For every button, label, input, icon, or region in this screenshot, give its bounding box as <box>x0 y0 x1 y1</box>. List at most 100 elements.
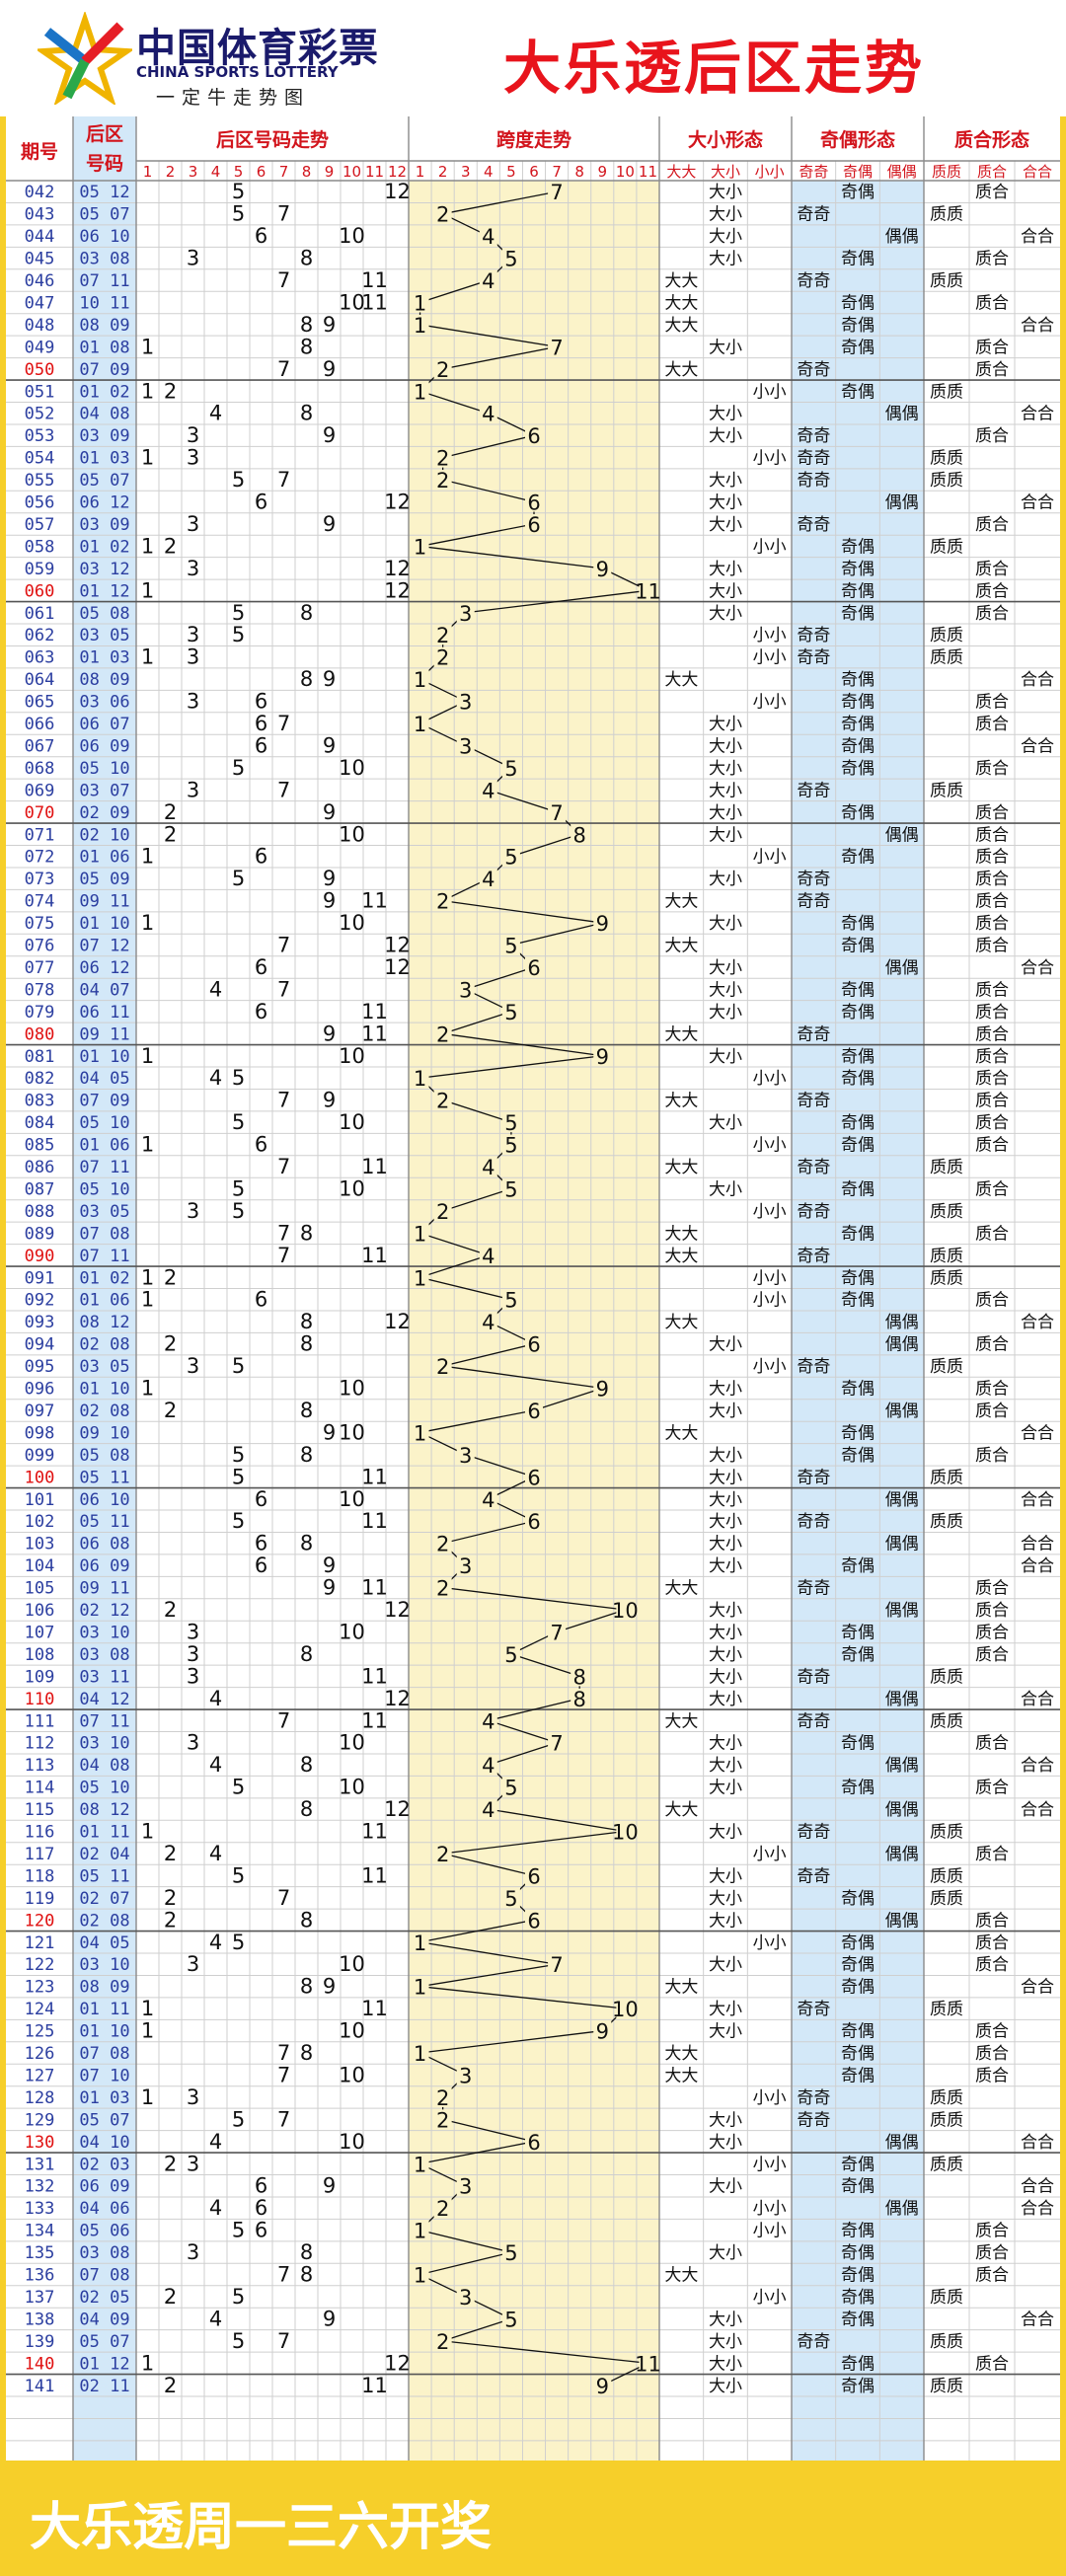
back-numbers-cell: 05 10 <box>79 1779 129 1798</box>
back-numbers-cell: 06 12 <box>79 493 129 513</box>
back-numbers-cell: 01 02 <box>79 382 129 402</box>
span-value: 5 <box>504 1643 517 1667</box>
size-mark: 大小 <box>709 1535 742 1554</box>
back-numbers-cell: 06 10 <box>79 1490 129 1510</box>
size-mark: 大小 <box>709 493 742 513</box>
back-ball: 6 <box>255 1553 267 1577</box>
period-cell: 068 <box>25 759 55 779</box>
size-mark: 大大 <box>664 1158 698 1177</box>
back-ball: 3 <box>187 1952 199 1976</box>
size-mark: 大小 <box>709 1623 742 1642</box>
back-numbers-cell: 06 10 <box>79 227 129 247</box>
back-ball: 3 <box>187 1664 199 1688</box>
back-ball: 12 <box>384 557 411 580</box>
span-label-bg <box>433 2109 452 2130</box>
span-col-label: 5 <box>506 163 516 181</box>
span-col-label: 11 <box>639 163 657 181</box>
back-ball: 12 <box>384 955 411 979</box>
prime-mark: 质合 <box>975 848 1009 868</box>
back-numbers-cell: 09 11 <box>79 1579 129 1599</box>
span-label-bg <box>525 425 543 446</box>
page-title: 大乐透后区走势 <box>503 35 926 102</box>
span-value: 5 <box>504 1887 517 1911</box>
prime-mark: 质合 <box>975 1179 1009 1199</box>
span-label-bg <box>548 182 567 202</box>
span-col-label: 10 <box>616 163 635 181</box>
back-ball: 6 <box>255 2174 267 2198</box>
period-cell: 116 <box>25 1823 55 1843</box>
prime-mark: 合合 <box>1021 493 1054 513</box>
parity-mark: 奇奇 <box>797 2088 830 2108</box>
prime-mark: 合合 <box>1021 736 1054 756</box>
period-cell: 061 <box>25 604 55 624</box>
span-value: 4 <box>482 1156 495 1179</box>
size-mark: 小小 <box>753 1136 787 1156</box>
back-numbers-cell: 06 12 <box>79 958 129 978</box>
back-ball: 1 <box>141 578 154 602</box>
back-numbers-cell: 01 03 <box>79 449 129 469</box>
parity-mark: 奇偶 <box>841 1933 875 1953</box>
back-ball: 8 <box>300 2240 313 2264</box>
back-numbers-cell: 05 08 <box>79 1446 129 1466</box>
prime-mark: 质合 <box>975 1402 1009 1421</box>
prime-mark: 合合 <box>1021 2133 1054 2153</box>
span-label-bg <box>433 1200 452 1221</box>
back-ball: 9 <box>323 2174 336 2198</box>
back-ball: 6 <box>255 733 267 757</box>
span-label-bg <box>639 580 657 601</box>
period-cell: 078 <box>25 980 55 1000</box>
prime-mark: 合合 <box>1021 405 1054 424</box>
parity-mark: 奇偶 <box>841 316 875 336</box>
parity-mark: 偶偶 <box>885 2133 919 2153</box>
back-ball: 8 <box>300 1532 313 1555</box>
back-ball: 7 <box>277 977 290 1001</box>
period-cell: 097 <box>25 1402 55 1421</box>
span-label-bg <box>411 1976 429 1997</box>
parity-mark: 偶偶 <box>885 1313 919 1332</box>
parity-mark: 奇偶 <box>841 759 875 779</box>
prime-mark: 质合 <box>975 1645 1009 1665</box>
size-mark: 大小 <box>709 183 742 202</box>
parity-mark: 奇奇 <box>797 271 830 291</box>
period-cell: 133 <box>25 2199 55 2219</box>
back-ball: 1 <box>141 1044 154 1068</box>
span-col-label: 3 <box>461 163 471 181</box>
size-mark: 大小 <box>709 803 742 823</box>
prime-mark: 质合 <box>975 426 1009 446</box>
back-numbers-cell: 03 05 <box>79 1357 129 1377</box>
prime-col-label: 质合 <box>977 163 1007 181</box>
span-label-bg <box>411 536 429 557</box>
back-ball: 4 <box>209 402 222 425</box>
back-numbers-cell: 07 10 <box>79 2066 129 2085</box>
back-col-label: 9 <box>325 163 335 181</box>
back-numbers-cell: 05 11 <box>79 1866 129 1886</box>
size-mark: 小小 <box>753 1291 787 1311</box>
period-cell: 107 <box>25 1623 55 1642</box>
back-numbers-cell: 06 11 <box>79 1003 129 1023</box>
prime-mark: 质合 <box>975 1113 1009 1133</box>
parity-mark: 奇偶 <box>841 1268 875 1288</box>
back-numbers-cell: 02 03 <box>79 2155 129 2174</box>
back-ball: 12 <box>384 2351 411 2375</box>
back-numbers-cell: 08 12 <box>79 1313 129 1332</box>
prime-mark: 质质 <box>930 1889 963 1909</box>
back-ball: 9 <box>323 1553 336 1577</box>
back-numbers-cell: 06 09 <box>79 736 129 756</box>
back-ball: 4 <box>209 2130 222 2154</box>
back-ball: 8 <box>300 1753 313 1777</box>
back-ball: 8 <box>300 2041 313 2065</box>
span-label-bg <box>433 2198 452 2219</box>
back-ball: 2 <box>164 1842 177 1865</box>
span-col-label: 1 <box>416 163 425 181</box>
back-numbers-cell: 06 08 <box>79 1535 129 1554</box>
back-numbers-cell: 05 07 <box>79 205 129 225</box>
back-ball: 3 <box>187 512 199 536</box>
back-col-label: 11 <box>365 163 384 181</box>
parity-mark: 偶偶 <box>885 227 919 247</box>
back-numbers-cell: 03 09 <box>79 515 129 535</box>
span-value: 2 <box>436 646 449 670</box>
prime-mark: 质合 <box>975 1069 1009 1089</box>
back-numbers-cell: 01 06 <box>79 848 129 868</box>
back-ball: 11 <box>361 1465 388 1488</box>
span-value: 1 <box>414 1222 426 1246</box>
